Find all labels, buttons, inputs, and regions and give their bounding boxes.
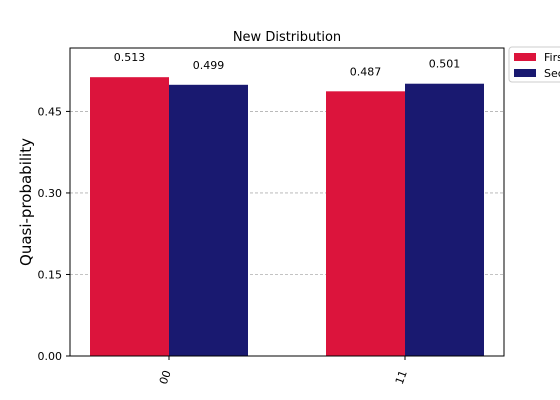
bar-second-11 [405, 83, 484, 357]
legend-label: Second [544, 67, 560, 80]
y-tick-label: 0.00 [38, 350, 63, 363]
y-axis-label-group: Quasi-probability [17, 138, 35, 266]
axes-layer: 0.00 0.15 0.30 0.45 00 11 [38, 47, 505, 387]
x-tick-label: 11 [393, 369, 410, 387]
plot-frame [69, 47, 505, 357]
chart-title: New Distribution [233, 30, 341, 45]
bar-second-00 [169, 84, 248, 357]
y-tick-label: 0.30 [38, 187, 63, 200]
bars-layer [90, 77, 484, 357]
x-tick-label: 00 [157, 369, 174, 387]
value-label: 0.499 [193, 59, 225, 72]
value-label: 0.501 [429, 58, 461, 71]
legend-swatch [514, 69, 536, 77]
legend: First Second [508, 46, 560, 83]
y-tick-label: 0.15 [38, 268, 63, 281]
labels-layer: 0.513 0.499 0.487 0.501 [114, 51, 461, 78]
legend-label: First [544, 51, 560, 64]
y-tick-label: 0.45 [38, 105, 63, 118]
y-axis-label: Quasi-probability [17, 138, 35, 266]
value-label: 0.487 [350, 65, 382, 78]
value-label: 0.513 [114, 51, 146, 64]
legend-swatch [514, 53, 536, 61]
chart-title-group: New Distribution [233, 30, 341, 45]
bar-first-11 [326, 91, 405, 357]
bar-first-00 [90, 77, 169, 356]
